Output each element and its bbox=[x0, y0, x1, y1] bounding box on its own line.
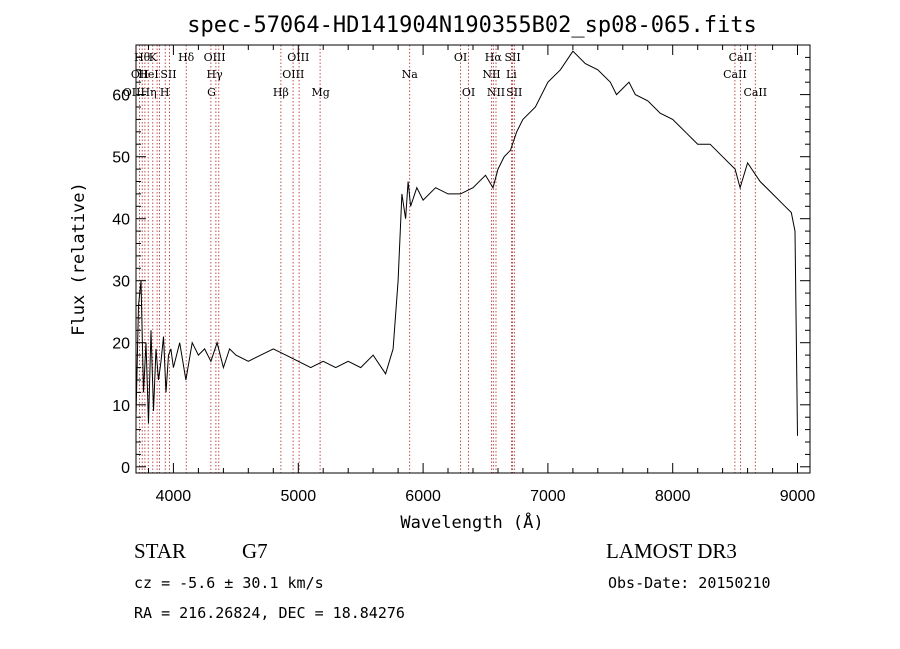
survey-name: LAMOST DR3 bbox=[606, 539, 737, 563]
line-label-19: NII bbox=[482, 68, 500, 81]
x-tick-label-5000: 5000 bbox=[281, 488, 317, 505]
line-label-3: K bbox=[149, 51, 158, 64]
line-label-16: OI bbox=[454, 51, 467, 64]
plot-frame bbox=[135, 44, 811, 474]
line-label-21: SII bbox=[504, 51, 520, 64]
line-label-0: Hθ bbox=[134, 51, 151, 64]
line-label-5: SII bbox=[160, 68, 176, 81]
redshift-readout: cz = -5.6 ± 30.1 km/s bbox=[134, 574, 324, 592]
x-tick-label-7000: 7000 bbox=[530, 488, 566, 505]
line-label-6: H bbox=[160, 86, 170, 99]
x-tick-label-9000: 9000 bbox=[780, 488, 816, 505]
coordinates-readout: RA = 216.26824, DEC = 18.84276 bbox=[134, 604, 405, 622]
y-tick-label-50: 50 bbox=[112, 150, 130, 167]
object-subclass: G7 bbox=[242, 539, 268, 563]
line-label-9: Hγ bbox=[207, 68, 224, 81]
y-tick-label-0: 0 bbox=[121, 460, 130, 477]
line-label-11: Hβ bbox=[273, 86, 289, 99]
line-label-7: Hδ bbox=[178, 51, 195, 64]
spectrum-series-line bbox=[135, 50, 798, 436]
observation-date: Obs-Date: 20150210 bbox=[608, 574, 771, 592]
x-axis-label: Wavelength (Å) bbox=[400, 511, 543, 533]
y-axis-label: Flux (relative) bbox=[69, 182, 89, 336]
spectrum-chart: spec-57064-HD141904N190355B02_sp08-065.f… bbox=[69, 13, 816, 533]
x-axis-ticks: 4000 5000 6000 7000 8000 9000 bbox=[148, 45, 816, 505]
line-label-20: NII bbox=[487, 86, 505, 99]
y-tick-label-30: 30 bbox=[112, 274, 130, 291]
x-tick-label-4000: 4000 bbox=[156, 488, 192, 505]
x-tick-label-6000: 6000 bbox=[405, 488, 441, 505]
line-label-14: Mg bbox=[312, 86, 330, 99]
y-tick-label-40: 40 bbox=[112, 212, 130, 229]
line-label-2: OIIHη bbox=[123, 86, 157, 99]
line-label-13: OIII bbox=[282, 68, 304, 81]
line-label-22: Li bbox=[506, 68, 517, 81]
line-label-12: OIII bbox=[287, 51, 309, 64]
line-label-17: OI bbox=[462, 86, 475, 99]
line-label-1: OII bbox=[131, 68, 149, 81]
object-class: STAR bbox=[134, 539, 186, 563]
y-tick-label-10: 10 bbox=[112, 398, 130, 415]
spectral-line-markers bbox=[138, 45, 756, 473]
line-label-24: CaII bbox=[729, 51, 753, 64]
y-tick-label-20: 20 bbox=[112, 336, 130, 353]
line-label-8: OIII bbox=[204, 51, 226, 64]
line-label-23: SII bbox=[506, 86, 522, 99]
line-label-15: Na bbox=[402, 68, 419, 81]
line-label-25: CaII bbox=[723, 68, 747, 81]
y-tick-label-60: 60 bbox=[112, 88, 130, 105]
y-axis-ticks: 0 10 20 30 40 50 60 bbox=[112, 44, 810, 477]
line-label-4: HeI bbox=[138, 68, 158, 81]
line-label-10: G bbox=[207, 86, 216, 99]
line-label-26: CaII bbox=[743, 86, 767, 99]
chart-title: spec-57064-HD141904N190355B02_sp08-065.f… bbox=[187, 13, 757, 38]
line-label-18: Hα bbox=[485, 51, 503, 64]
x-tick-label-8000: 8000 bbox=[655, 488, 691, 505]
